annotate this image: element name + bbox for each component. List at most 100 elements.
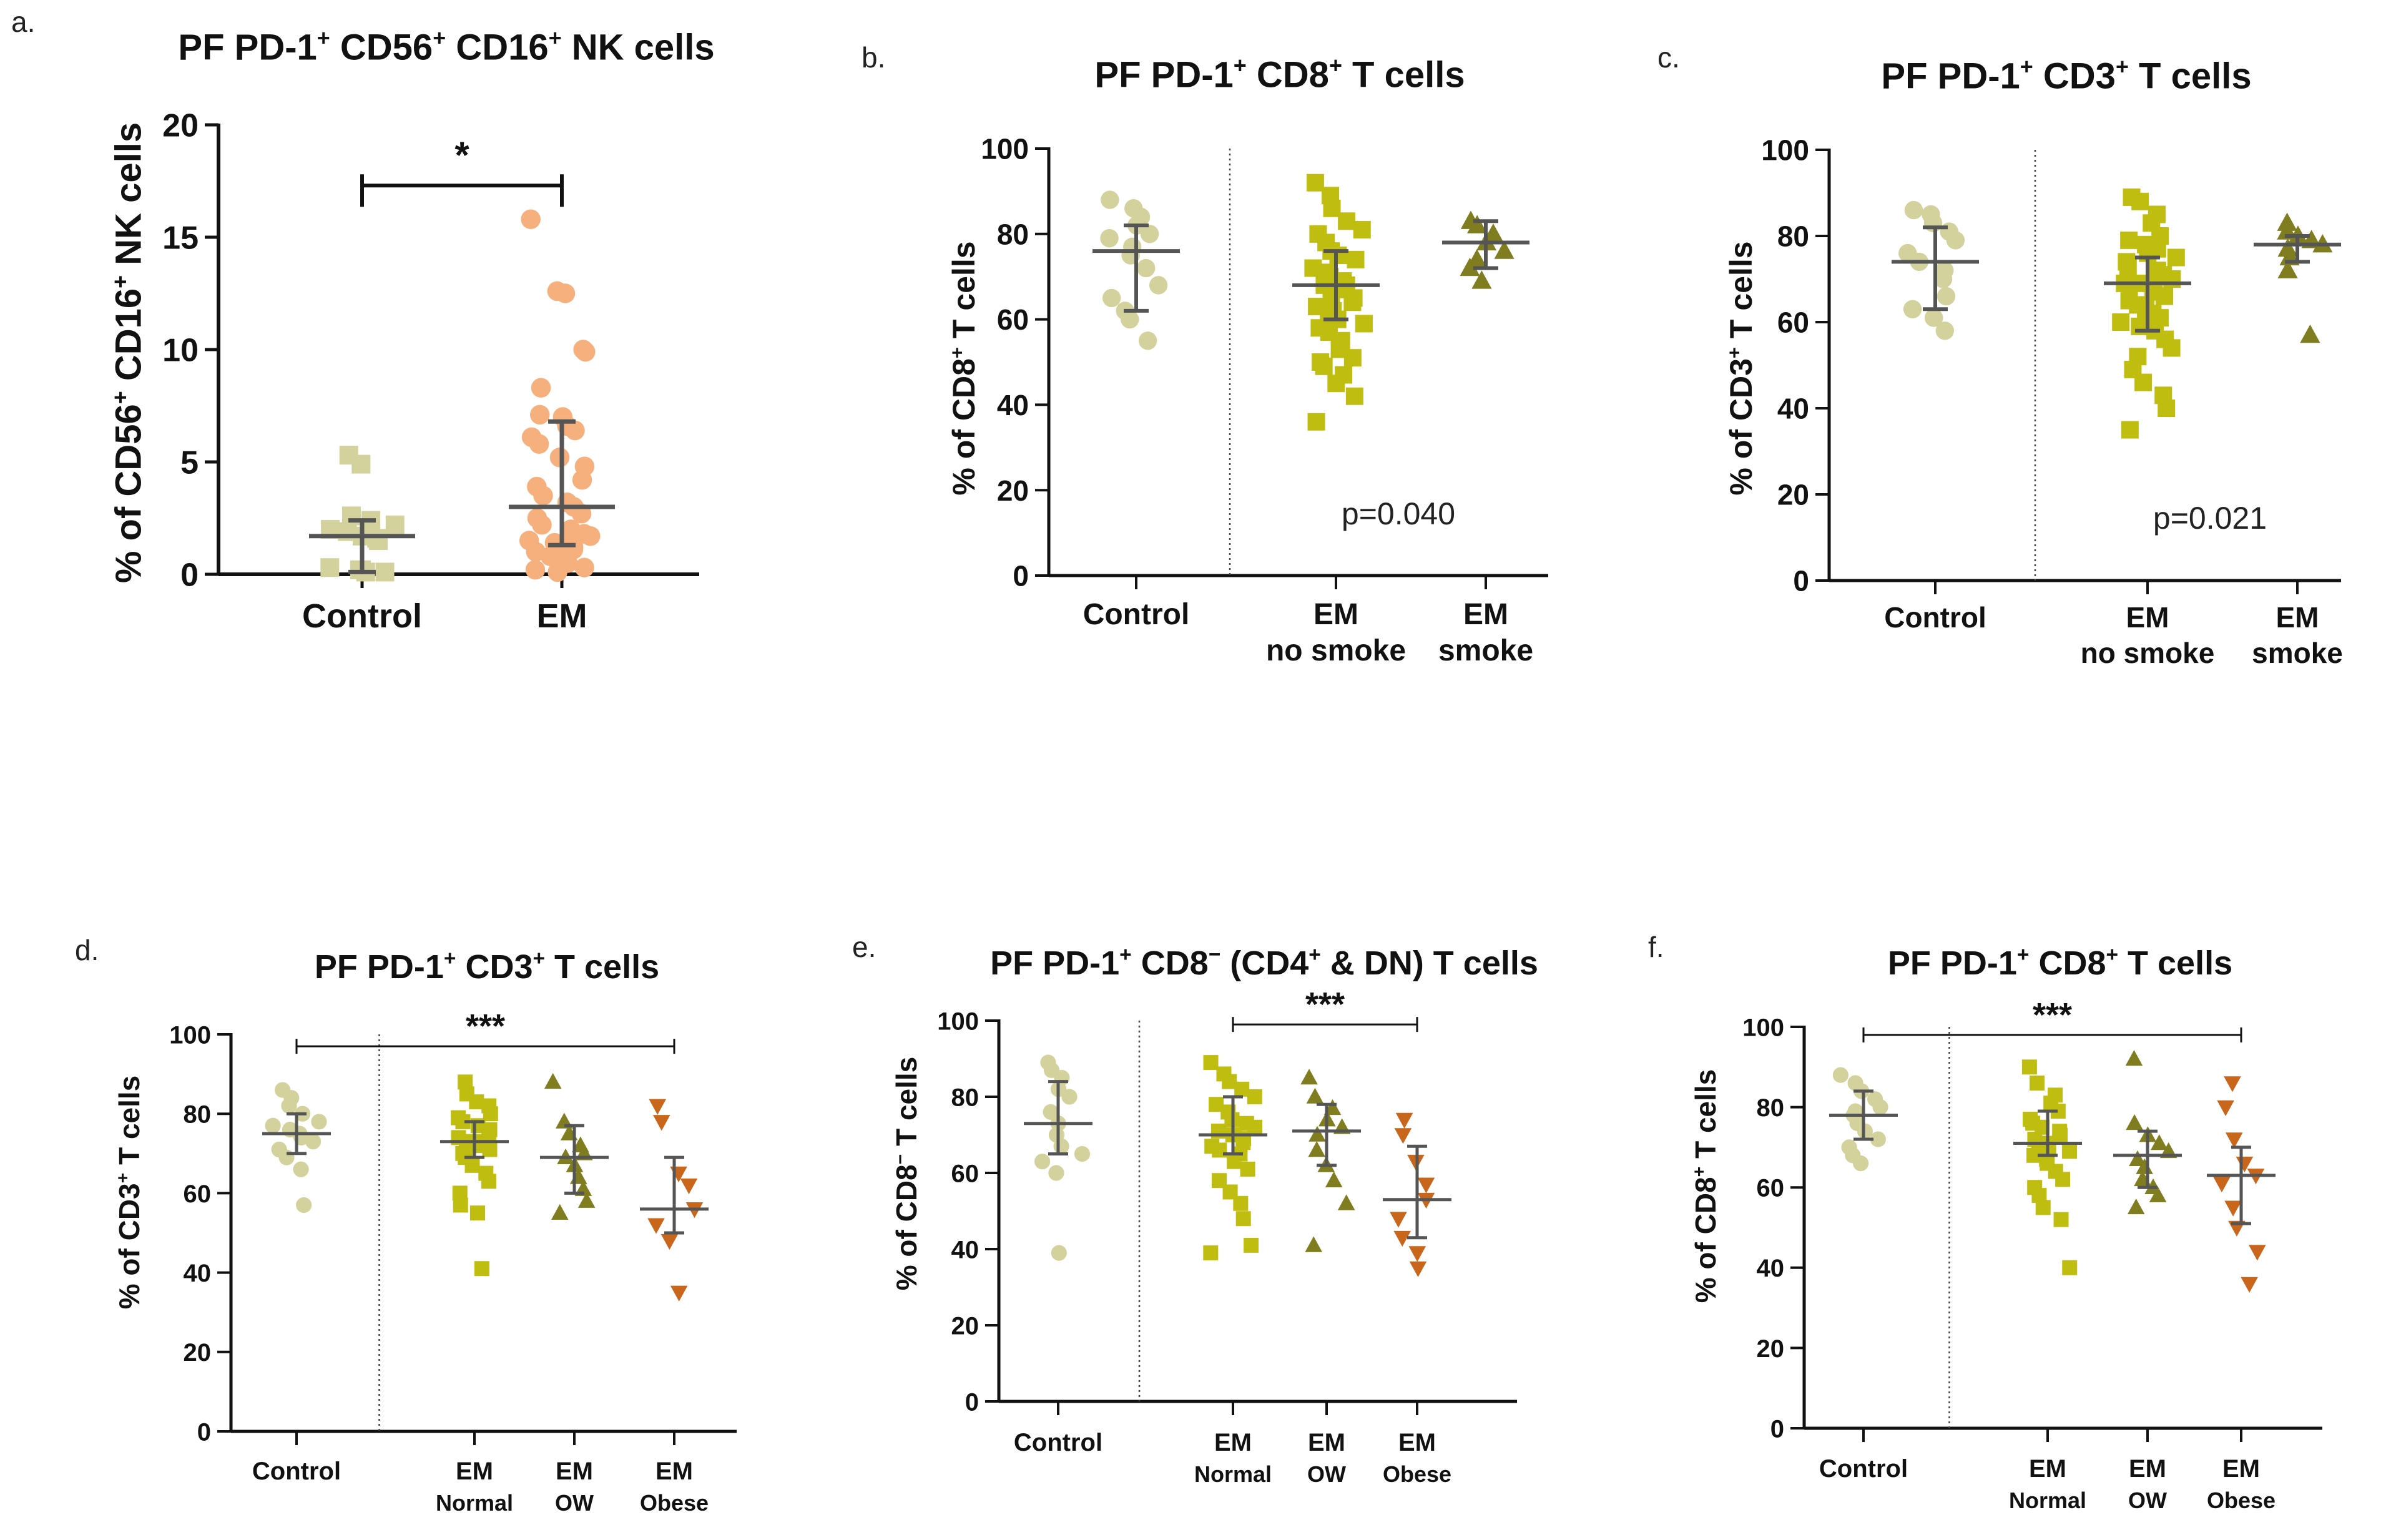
- x-tick-label: OW: [2128, 1488, 2167, 1513]
- data-point: [464, 1157, 480, 1173]
- x-tick-label: Control: [1083, 598, 1190, 631]
- data-point: [2129, 1150, 2146, 1166]
- x-tick-label: EM: [2222, 1455, 2260, 1483]
- data-point: [1306, 174, 1324, 192]
- x-tick-label: Control: [1014, 1429, 1102, 1456]
- y-tick-label: 0: [1770, 1415, 1784, 1443]
- x-tick-label: EM: [1463, 598, 1508, 631]
- data-point: [2224, 1076, 2241, 1092]
- title-part: (CD4: [1220, 944, 1309, 982]
- x-tick-label: OW: [1307, 1461, 1346, 1487]
- data-point: [1946, 231, 1965, 250]
- data-point: [2163, 339, 2181, 357]
- data-point: [1337, 1194, 1355, 1210]
- data-point: [1923, 213, 1943, 232]
- data-point: [1061, 1089, 1078, 1105]
- data-point: [1933, 270, 1953, 288]
- data-point: [647, 1218, 665, 1234]
- data-point: [1870, 1131, 1887, 1147]
- title-part: T cells: [2118, 944, 2233, 982]
- panel-label: a.: [11, 6, 36, 38]
- y-tick-label: 40: [951, 1236, 979, 1263]
- title-part: CD3: [2033, 56, 2116, 97]
- x-tick-label: EM: [1398, 1429, 1436, 1456]
- title-part: CD56: [330, 27, 433, 68]
- data-point: [1149, 276, 1168, 295]
- data-point: [1234, 1081, 1250, 1097]
- panel-label: f.: [1648, 931, 1664, 963]
- x-tick-label: EM: [2129, 1455, 2166, 1483]
- x-tick-label: EM: [2126, 601, 2169, 634]
- x-tick-label: Obese: [1383, 1461, 1451, 1487]
- data-point: [2112, 313, 2130, 331]
- panel-title: PF PD-1+ CD8+ T cells: [1810, 943, 2310, 983]
- data-point: [529, 434, 549, 454]
- data-point: [1937, 287, 1956, 306]
- y-tick-label: 60: [997, 303, 1029, 336]
- data-point: [670, 1285, 688, 1302]
- x-tick-label: smoke: [2252, 637, 2343, 669]
- title-sup: +: [317, 25, 330, 51]
- y-tick-label: 60: [184, 1180, 212, 1208]
- data-point: [1308, 1141, 1326, 1157]
- data-point: [1102, 288, 1121, 308]
- panel-f: f. PF PD-1+ CD8+ T cells % of CD8+ T cel…: [1623, 886, 2391, 1540]
- data-point: [544, 1072, 562, 1089]
- data-point: [1395, 1112, 1413, 1129]
- data-point: [547, 562, 567, 582]
- data-point: [1355, 315, 1373, 333]
- title-part: PF PD-1: [178, 27, 317, 68]
- data-point: [1327, 375, 1345, 393]
- data-point: [649, 1099, 667, 1115]
- data-point: [1323, 199, 1341, 217]
- title-part: CD8: [2029, 944, 2106, 982]
- y-tick-label: 40: [997, 389, 1029, 421]
- title-sup: +: [1119, 943, 1132, 966]
- data-point: [305, 1134, 322, 1150]
- p-value-annotation: p=0.021: [2153, 501, 2267, 536]
- panel-title: PF PD-1+ CD8+ T cells: [999, 52, 1561, 96]
- title-part: NK cells: [561, 27, 715, 68]
- data-point: [1074, 1145, 1091, 1162]
- title-sup: +: [2020, 54, 2033, 79]
- data-point: [2035, 1200, 2051, 1215]
- data-point: [1121, 310, 1139, 329]
- data-point: [1247, 1089, 1262, 1104]
- data-point: [551, 1204, 569, 1220]
- plot-area: 0 5 10 15 20 Control EM *: [162, 108, 699, 635]
- title-part: CD8: [1246, 54, 1329, 96]
- data-point: [2167, 248, 2185, 267]
- data-point: [1235, 1211, 1251, 1227]
- y-tick-label: 100: [1761, 134, 1809, 167]
- data-point: [2131, 192, 2149, 210]
- data-point: [581, 526, 601, 546]
- data-point: [680, 1178, 698, 1195]
- y-tick-label: 20: [997, 474, 1029, 507]
- significance-label: *: [454, 134, 469, 176]
- data-point: [1904, 200, 1923, 220]
- y-tick-label: 40: [1777, 393, 1809, 425]
- panel-d: d. PF PD-1+ CD3+ T cells % of CD3+ T cel…: [0, 886, 824, 1540]
- data-point: [1048, 1165, 1064, 1181]
- x-tick-label: Obese: [640, 1490, 709, 1516]
- data-point: [529, 405, 550, 425]
- data-point: [1494, 240, 1515, 259]
- data-point: [1043, 1104, 1059, 1120]
- data-point: [1417, 1177, 1435, 1194]
- significance-label: ***: [466, 1008, 505, 1045]
- title-sup: +: [1328, 52, 1342, 78]
- y-tick-label: 80: [1757, 1094, 1785, 1122]
- plot-area: 0 20 40 60 80 100 Control EM Normal EM OW EM Obese **…: [1742, 996, 2322, 1513]
- x-tick-label: Normal: [2009, 1488, 2086, 1513]
- data-point: [2062, 1260, 2078, 1275]
- data-point: [311, 1114, 327, 1130]
- title-sup: +: [2115, 54, 2129, 79]
- data-point: [533, 486, 553, 506]
- data-point: [2121, 421, 2139, 439]
- data-point: [2149, 1186, 2167, 1202]
- data-point: [1315, 357, 1333, 375]
- x-tick-label: EM: [2276, 601, 2319, 634]
- data-point: [1203, 1055, 1219, 1071]
- y-tick-label: 0: [197, 1418, 211, 1446]
- data-point: [1390, 1212, 1407, 1228]
